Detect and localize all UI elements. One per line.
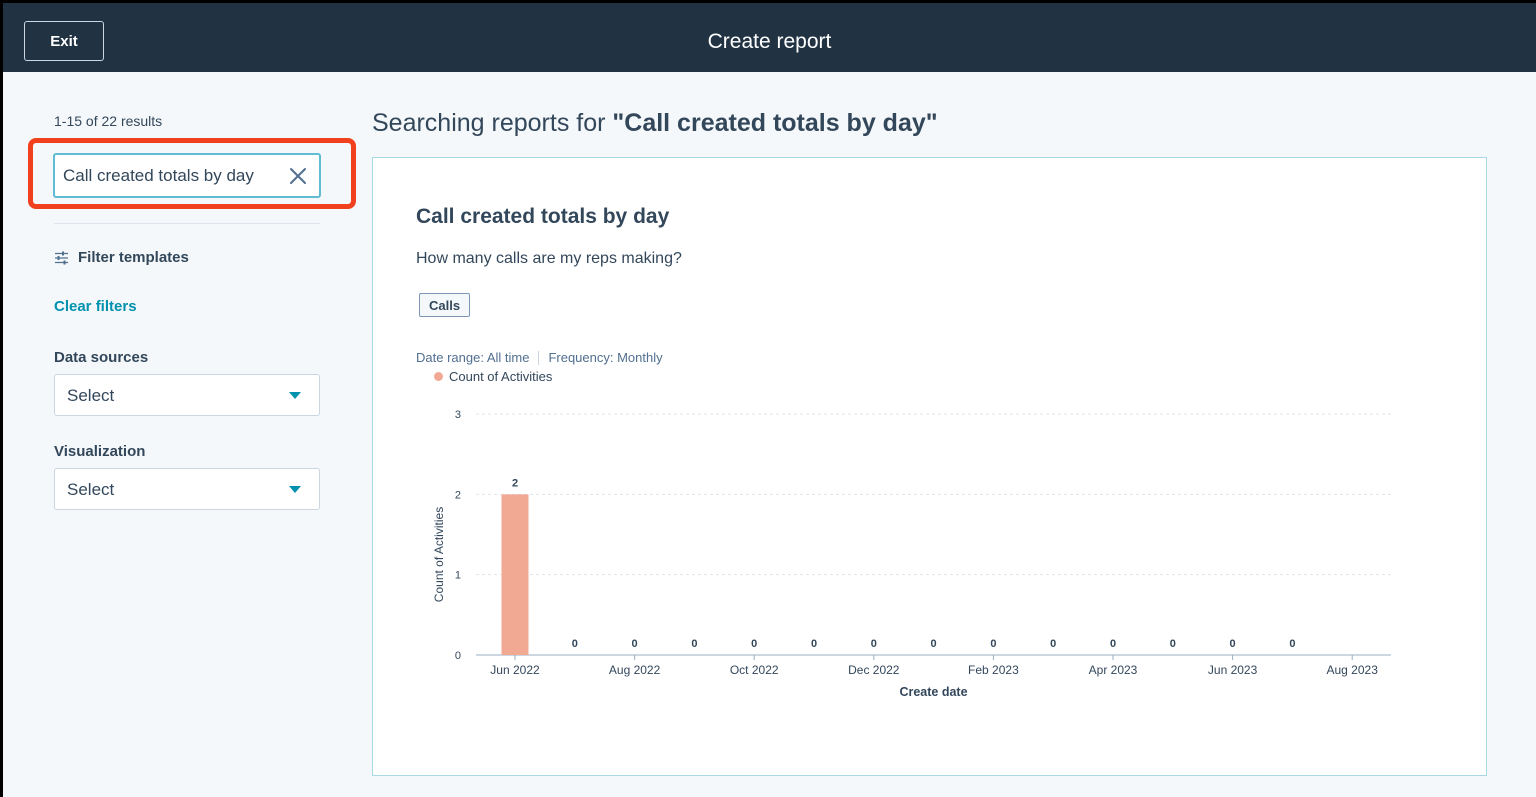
data-label: 0	[931, 638, 937, 650]
visualization-value: Select	[67, 480, 115, 499]
data-sources-select[interactable]: Select	[54, 374, 320, 416]
calls-tag: Calls	[419, 293, 471, 317]
chevron-down-icon	[289, 392, 301, 399]
data-sources-value: Select	[67, 386, 115, 405]
y-tick-label: 1	[455, 570, 461, 582]
highlight-box	[28, 138, 356, 209]
sliders-icon	[55, 251, 68, 264]
x-tick-label: Oct 2022	[730, 663, 779, 677]
visualization-select[interactable]: Select	[54, 468, 320, 510]
data-label: 0	[691, 638, 697, 650]
legend-label: Count of Activities	[449, 369, 553, 384]
chevron-down-icon	[289, 486, 301, 493]
x-tick-label: Jun 2022	[490, 663, 540, 677]
date-range-text: Date range: All time	[416, 350, 530, 365]
data-label: 0	[1230, 638, 1236, 650]
visualization-label: Visualization	[54, 443, 146, 460]
x-tick-label: Aug 2023	[1327, 663, 1379, 677]
x-tick-label: Feb 2023	[968, 663, 1019, 677]
data-label: 0	[632, 638, 638, 650]
data-label: 0	[572, 638, 578, 650]
data-label: 0	[871, 638, 877, 650]
data-label: 0	[990, 638, 996, 650]
search-field[interactable]	[53, 153, 321, 198]
y-tick-label: 2	[455, 489, 461, 501]
card-title: Call created totals by day	[416, 205, 670, 228]
results-count: 1-15 of 22 results	[54, 113, 163, 129]
x-tick-label: Jun 2023	[1208, 663, 1258, 677]
data-label: 0	[751, 638, 757, 650]
y-axis-title: Count of Activities	[432, 507, 446, 602]
page-title: Create report	[707, 30, 832, 53]
search-heading-query: "Call created totals by day"	[612, 109, 938, 137]
search-input[interactable]	[63, 155, 273, 196]
data-label: 0	[811, 638, 817, 650]
filter-templates-button[interactable]: Filter templates	[54, 249, 189, 266]
divider	[54, 223, 320, 224]
report-template-card[interactable]: Call created totals by day How many call…	[372, 157, 1487, 776]
close-icon[interactable]	[287, 165, 309, 187]
data-label: 2	[512, 477, 518, 489]
y-tick-label: 0	[455, 650, 461, 662]
exit-button[interactable]: Exit	[24, 21, 104, 61]
x-tick-label: Dec 2022	[848, 663, 900, 677]
bar-chart: 0 1 2 3 2 0 0 0 0 0 0 0 0 0 0 0 0 0 Jun 2022 Aug 2022 Oct 20…	[432, 409, 1391, 699]
meta-separator	[538, 350, 540, 365]
search-heading: Searching reports for "Call created tota…	[372, 109, 938, 138]
search-heading-prefix: Searching reports for	[372, 109, 613, 137]
chart-legend: Count of Activities	[434, 369, 552, 384]
data-label: 0	[1170, 638, 1176, 650]
data-label: 0	[1110, 638, 1116, 650]
frequency-text: Frequency: Monthly	[548, 350, 663, 365]
app-frame: Exit Create report 1-15 of 22 results Fi…	[3, 3, 1536, 797]
x-tick-label: Aug 2022	[609, 663, 661, 677]
y-tick-label: 3	[455, 409, 461, 421]
filter-templates-label: Filter templates	[78, 249, 189, 266]
report-meta: Date range: All time Frequency: Monthly	[416, 350, 663, 365]
data-sources-label: Data sources	[54, 349, 149, 366]
top-bar: Exit Create report	[3, 3, 1536, 72]
data-label: 0	[1050, 638, 1056, 650]
card-description: How many calls are my reps making?	[416, 250, 682, 267]
data-label: 0	[1289, 638, 1295, 650]
legend-dot	[434, 372, 443, 381]
x-tick-label: Apr 2023	[1089, 663, 1138, 677]
clear-filters-link[interactable]: Clear filters	[54, 298, 137, 315]
x-axis-title: Create date	[899, 685, 967, 699]
bar	[501, 494, 529, 655]
